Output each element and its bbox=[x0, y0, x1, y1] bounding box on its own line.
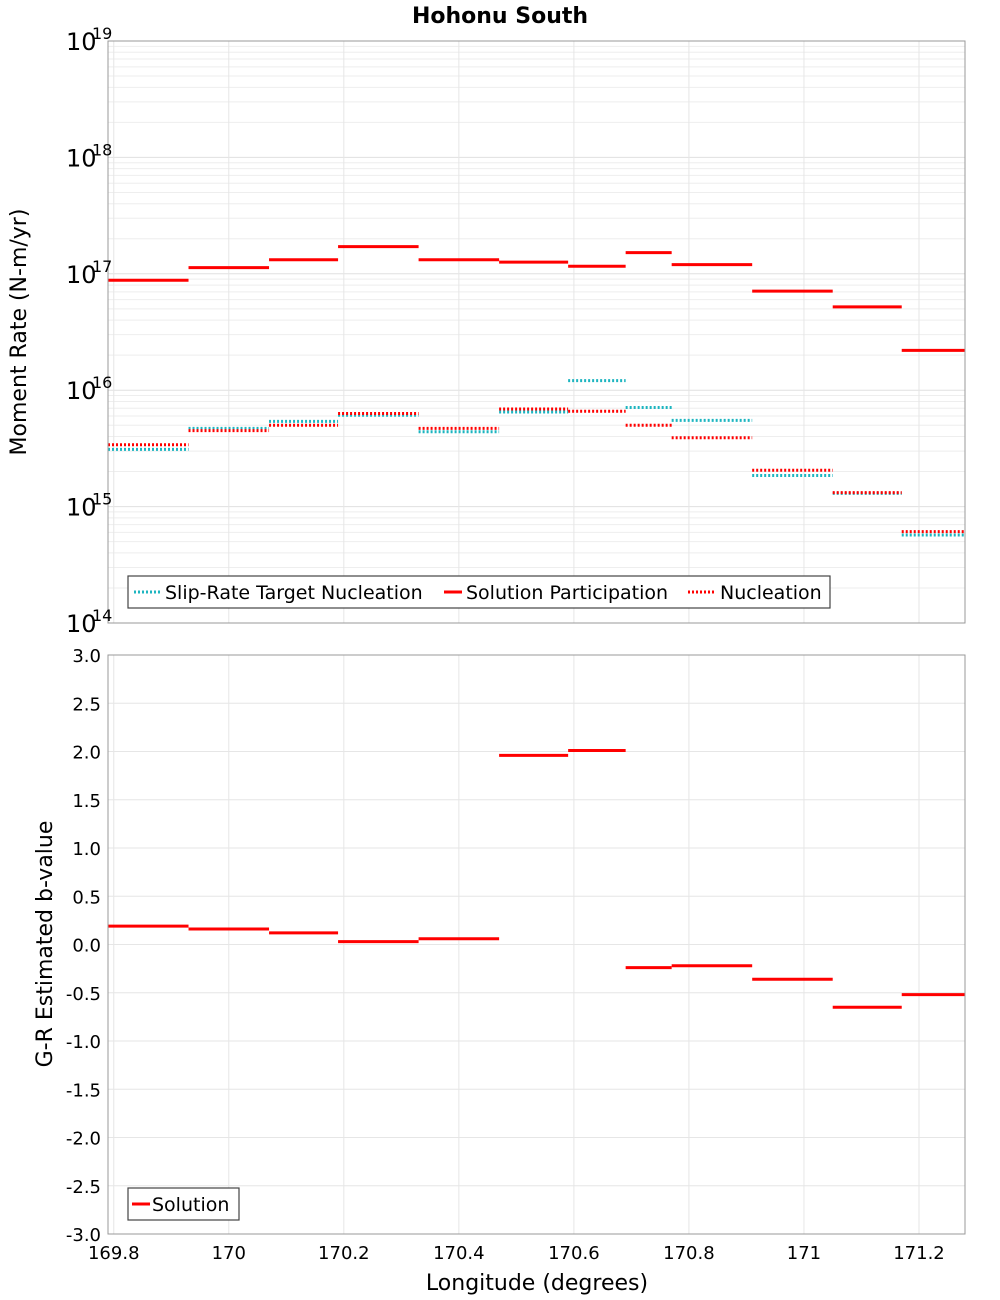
top-grid bbox=[108, 41, 965, 624]
top-y-tick-base: 10 bbox=[66, 261, 97, 289]
bottom-plot-frame bbox=[107, 654, 966, 1235]
bottom-y-tick-label: 2.5 bbox=[72, 694, 101, 715]
bottom-y-tick-label: -2.0 bbox=[66, 1129, 101, 1150]
x-axis-label: Longitude (degrees) bbox=[426, 1271, 648, 1296]
x-tick-label: 170.6 bbox=[548, 1243, 600, 1264]
bottom-y-axis-label: G-R Estimated b-value bbox=[33, 821, 58, 1068]
top-y-tick-base: 10 bbox=[66, 610, 97, 638]
top-y-tick-base: 10 bbox=[66, 144, 97, 172]
x-tick-label: 171 bbox=[787, 1243, 821, 1264]
chart-title: Hohonu South bbox=[412, 4, 588, 29]
legend-label-nucleation: Nucleation bbox=[720, 582, 822, 604]
top-y-tick-exponent: 17 bbox=[92, 257, 112, 276]
bottom-data bbox=[108, 749, 965, 1009]
x-ticks: 169.8 170 170.2 170.4 170.6 170.8 171 171.2 bbox=[88, 1243, 945, 1264]
series-nucleation bbox=[108, 407, 965, 534]
top-y-tick-exponent: 19 bbox=[92, 24, 112, 43]
x-tick-label: 169.8 bbox=[88, 1243, 140, 1264]
bottom-y-tick-label: 2.0 bbox=[72, 743, 101, 764]
x-tick-label: 170 bbox=[212, 1243, 246, 1264]
bottom-y-tick-label: 0.5 bbox=[72, 887, 101, 908]
top-plot-frame bbox=[107, 40, 966, 624]
top-y-tick-exponent: 18 bbox=[92, 140, 112, 159]
series-slip-rate-target-nucleation bbox=[108, 379, 965, 537]
bottom-y-tick-label: -0.5 bbox=[66, 984, 101, 1005]
legend-label-slip-rate-target: Slip-Rate Target Nucleation bbox=[165, 582, 423, 604]
bottom-y-tick-label: -2.5 bbox=[66, 1177, 101, 1198]
bottom-panel: 3.0 2.5 2.0 1.5 1.0 0.5 0.0 -0.5 -1.0 -1.5 -2.0 -2.… bbox=[33, 646, 966, 1246]
top-y-axis-label: Moment Rate (N-m/yr) bbox=[7, 209, 32, 456]
bottom-legend: Solution bbox=[127, 1187, 240, 1221]
top-y-tick-exponent: 15 bbox=[92, 490, 112, 509]
top-y-tick-base: 10 bbox=[66, 28, 97, 56]
bottom-y-tick-label: 1.5 bbox=[72, 791, 101, 812]
bottom-y-tick-label: -1.0 bbox=[66, 1032, 101, 1053]
x-tick-label: 171.2 bbox=[893, 1243, 945, 1264]
x-tick-label: 170.8 bbox=[663, 1243, 715, 1264]
top-legend: Slip-Rate Target Nucleation Solution Par… bbox=[127, 575, 831, 609]
series-solution-participation bbox=[108, 245, 965, 352]
series-solution bbox=[108, 749, 965, 1009]
legend-label-solution-participation: Solution Participation bbox=[466, 582, 668, 604]
bottom-y-tick-label: 3.0 bbox=[72, 646, 101, 667]
bottom-y-ticks: 3.0 2.5 2.0 1.5 1.0 0.5 0.0 -0.5 -1.0 -1.5 -2.0 -2.… bbox=[66, 646, 101, 1246]
x-tick-label: 170.2 bbox=[318, 1243, 370, 1264]
legend-label-solution: Solution bbox=[152, 1194, 229, 1216]
top-y-tick-exponent: 14 bbox=[92, 606, 112, 625]
top-data bbox=[108, 245, 965, 537]
bottom-legend-box bbox=[127, 1187, 240, 1221]
top-y-tick-base: 10 bbox=[66, 377, 97, 405]
bottom-y-tick-label: 0.0 bbox=[72, 936, 101, 957]
top-plot-area bbox=[108, 41, 965, 623]
top-y-tick-base: 10 bbox=[66, 494, 97, 522]
bottom-y-tick-label: -1.5 bbox=[66, 1080, 101, 1101]
bottom-y-tick-label: -3.0 bbox=[66, 1225, 101, 1246]
x-tick-label: 170.4 bbox=[433, 1243, 485, 1264]
top-y-tick-exponent: 16 bbox=[92, 373, 112, 392]
bottom-y-tick-label: 1.0 bbox=[72, 839, 101, 860]
